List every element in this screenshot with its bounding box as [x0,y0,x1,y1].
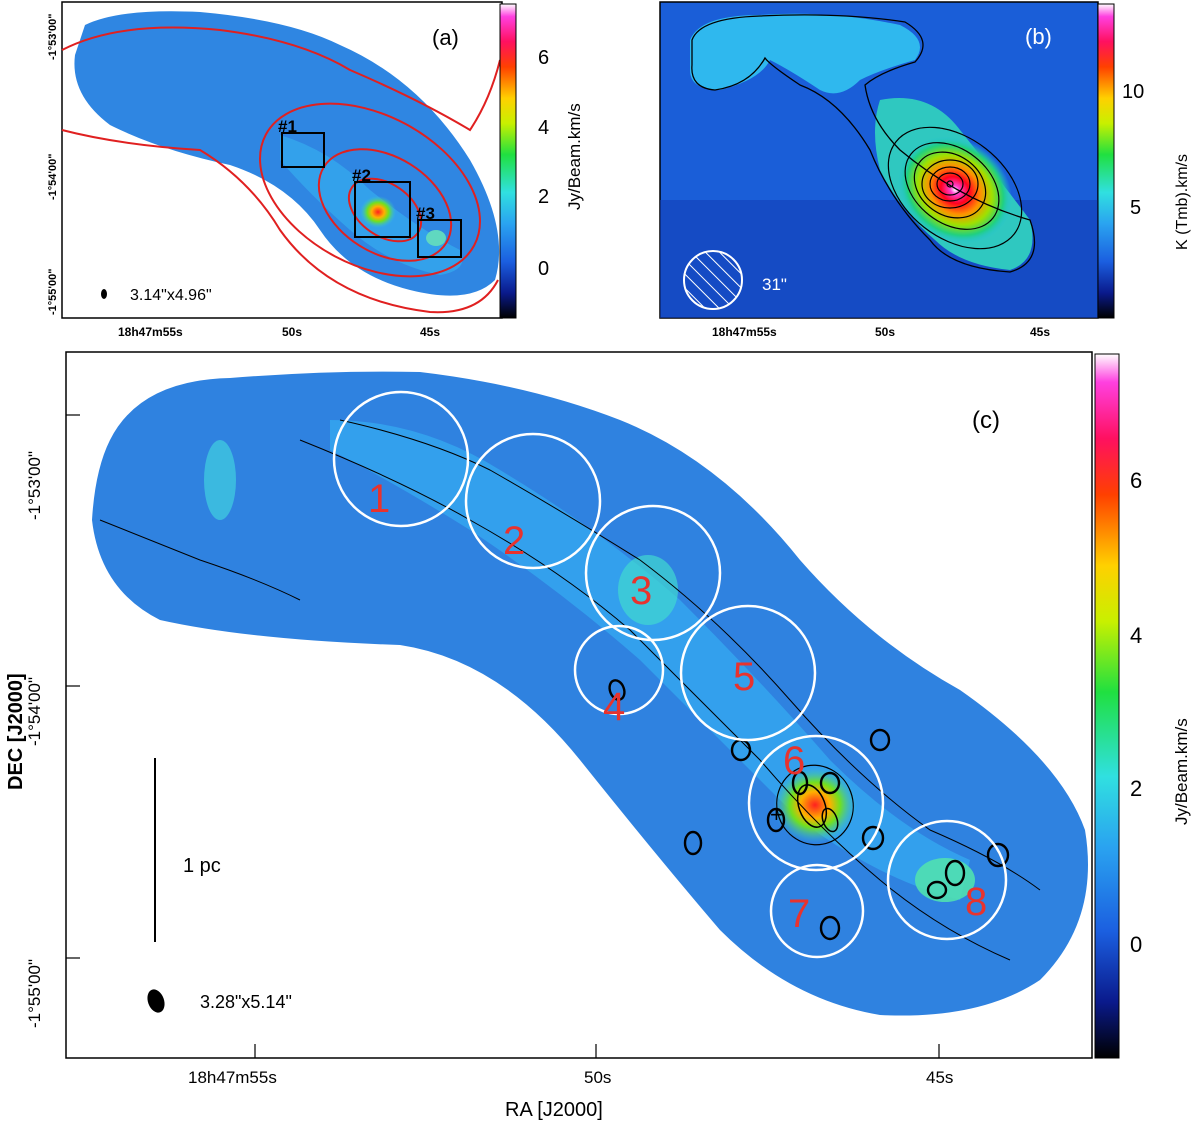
panel-a: #1 #2 #3 (a) 3.14"x4.96" -1°53'00" -1°54… [47,1,584,339]
ra-tick-b-3: 45s [1030,325,1050,339]
y-axis-label: DEC [J2000] [5,673,27,790]
region-label-4: 4 [603,685,625,729]
cbar-b-unit: K (Tmb).km/s [1174,154,1191,250]
panel-c-label: (c) [972,407,1000,434]
beam-label-a: 3.14"x4.96" [130,287,212,304]
panel-b-label: (b) [1025,24,1052,49]
region-label-2: 2 [503,519,525,563]
ra-tick-a-1: 18h47m55s [118,325,183,339]
beam-ellipse-a [101,289,107,299]
cross-marker: + [770,802,783,827]
dec-tick-a-3: -1°55'00" [47,269,59,315]
ra-tick-c-3: 45s [926,1068,953,1087]
panel-a-label: (a) [432,25,459,50]
region-label-8: 8 [965,880,987,924]
cbar-b-tick-10: 10 [1122,81,1144,103]
cbar-c-unit: Jy/Beam.km/s [1172,718,1191,825]
beam-circle-b [683,250,743,310]
ra-tick-b-1: 18h47m55s [712,325,777,339]
cbar-c-tick-0: 0 [1130,932,1142,957]
beam-ellipse-c [147,989,165,1013]
box-1 [281,132,325,168]
colorbar-b [1097,3,1115,319]
cbar-a-tick-2: 2 [538,186,549,208]
region-labels: 1 2 3 4 5 6 7 8 [368,477,987,936]
panel-c: + 1 2 3 4 5 6 7 8 (c) 1 pc 3.28"x5.14" [5,351,1191,1121]
dec-tick-c-2: -1°54'00" [25,677,44,746]
dec-tick-a-2: -1°54'00" [47,154,59,200]
beam-label-b: 31" [762,275,787,294]
beam-label-c: 3.28"x5.14" [200,992,292,1012]
cbar-c-tick-4: 4 [1130,623,1142,648]
box-3 [417,219,462,258]
colorbar-a [499,3,517,319]
region-label-1: 1 [368,477,390,521]
scale-bar-label: 1 pc [183,855,221,877]
box-2 [354,181,411,238]
colorbar-c [1094,353,1120,1059]
dec-tick-a-1: -1°53'00" [47,14,59,60]
ra-tick-a-3: 45s [420,325,440,339]
region-label-7: 7 [788,892,810,936]
box-label-2: #2 [352,166,371,185]
cbar-b-tick-5: 5 [1130,197,1141,219]
x-axis-label: RA [J2000] [505,1099,603,1121]
region-circles [332,390,1008,959]
region-label-6: 6 [783,739,805,783]
cbar-c-tick-6: 6 [1130,468,1142,493]
region-label-5: 5 [733,655,755,699]
dec-tick-c-1: -1°53'00" [25,451,44,520]
cbar-a-tick-6: 6 [538,47,549,69]
box-label-3: #3 [416,204,435,223]
ra-tick-a-2: 50s [282,325,302,339]
cbar-c-tick-2: 2 [1130,776,1142,801]
region-label-3: 3 [630,569,652,613]
ra-tick-c-1: 18h47m55s [188,1068,277,1087]
ra-tick-c-2: 50s [584,1068,611,1087]
cbar-a-tick-4: 4 [538,117,549,139]
dec-tick-c-3: -1°55'00" [25,959,44,1028]
cbar-a-tick-0: 0 [538,258,549,280]
cbar-a-unit: Jy/Beam.km/s [565,103,584,210]
box-label-1: #1 [278,117,297,136]
ra-tick-b-2: 50s [875,325,895,339]
panel-b: (b) 31" 18h47m55s 50s 45s 10 5 K (Tmb).k… [659,1,1191,339]
